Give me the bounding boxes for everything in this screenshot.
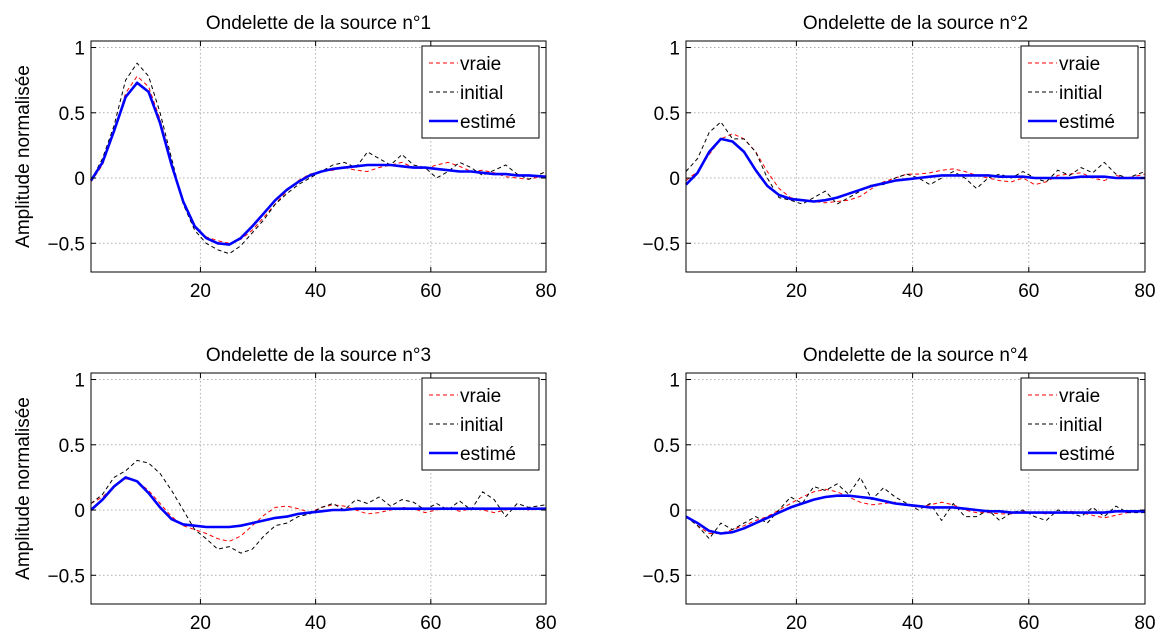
legend-label: initial (1059, 415, 1102, 436)
x-tick-label: 40 (902, 281, 923, 302)
x-tick-label: 80 (1134, 613, 1155, 634)
y-tick-label: 0 (669, 501, 680, 522)
series-line-vraie (90, 75, 547, 244)
legend-label: initial (460, 415, 503, 436)
x-tick-label: 60 (1018, 613, 1039, 634)
x-tick-label: 60 (420, 281, 441, 302)
chart-title: Ondelette de la source n°1 (206, 13, 431, 34)
legend-label: initial (1059, 83, 1102, 104)
chart-title: Ondelette de la source n°2 (803, 13, 1028, 34)
series-line-estimé (89, 81, 547, 246)
y-axis-label: Amplitude normalisée (13, 65, 34, 248)
y-tick-label: −0.5 (642, 566, 680, 587)
series-line-initial (90, 62, 547, 255)
legend-label: estimé (460, 444, 516, 465)
legend-box (1020, 377, 1139, 471)
y-tick-label: 0 (74, 169, 85, 190)
legend-label: vraie (460, 54, 501, 75)
legend-label: estimé (1059, 444, 1115, 465)
axes-frame (685, 40, 1146, 273)
y-tick-label: 0.5 (654, 104, 680, 125)
legend-box (421, 45, 540, 139)
y-tick-label: 0.5 (654, 436, 680, 457)
x-tick-label: 60 (1018, 281, 1039, 302)
subplot-4: 20 40 60 80 −0.5 0 0.5 1 Ondelette de la source … (642, 345, 1155, 634)
x-tick-label: 20 (786, 281, 807, 302)
subplot-1: 20 40 60 80 −0.5 0 0.5 1 Ondelette de la source … (13, 13, 557, 302)
axes-frame (685, 372, 1146, 605)
legend-box (421, 377, 540, 471)
x-tick-label: 40 (902, 613, 923, 634)
subplot-3: 20 40 60 80 −0.5 0 0.5 1 Ondelette de la source … (13, 345, 557, 634)
x-tick-label: 60 (420, 613, 441, 634)
y-tick-label: −0.5 (47, 566, 85, 587)
legend-label: vraie (460, 386, 501, 407)
x-tick-label: 20 (786, 613, 807, 634)
x-tick-label: 80 (1134, 281, 1155, 302)
y-tick-label: 0 (669, 169, 680, 190)
legend-label: vraie (1059, 386, 1100, 407)
chart-title: Ondelette de la source n°4 (803, 345, 1029, 366)
x-tick-label: 40 (305, 281, 326, 302)
y-tick-label: 1 (669, 371, 680, 392)
y-axis-label: Amplitude normalisée (13, 397, 34, 580)
legend: vraie initial estimé (421, 45, 540, 139)
series-line-vraie (685, 133, 1146, 204)
chart-title: Ondelette de la source n°3 (206, 345, 431, 366)
legend: vraie initial estimé (421, 377, 540, 471)
series-line-estimé (685, 494, 1145, 535)
x-tick-label: 80 (535, 613, 556, 634)
y-tick-label: −0.5 (47, 234, 85, 255)
y-tick-label: 1 (74, 39, 85, 60)
legend-label: estimé (460, 112, 516, 133)
y-tick-label: 0 (74, 501, 85, 522)
series-line-initial (685, 121, 1146, 205)
legend-label: estimé (1059, 112, 1115, 133)
legend-box (1020, 45, 1139, 139)
legend-label: initial (460, 83, 503, 104)
y-tick-label: −0.5 (642, 234, 680, 255)
x-tick-label: 40 (305, 613, 326, 634)
y-tick-label: 1 (74, 371, 85, 392)
legend: vraie initial estimé (1020, 377, 1139, 471)
y-tick-label: 0.5 (59, 104, 85, 125)
series-line-estimé (685, 137, 1145, 203)
subplot-2: 20 40 60 80 −0.5 0 0.5 1 Ondelette de la source … (642, 13, 1155, 302)
x-tick-label: 20 (190, 613, 211, 634)
x-tick-label: 80 (535, 281, 556, 302)
axes-frame (90, 40, 547, 273)
x-tick-label: 20 (190, 281, 211, 302)
y-tick-label: 1 (669, 39, 680, 60)
legend-label: vraie (1059, 54, 1100, 75)
y-tick-label: 0.5 (59, 436, 85, 457)
legend: vraie initial estimé (1020, 45, 1139, 139)
series-line-estimé (90, 476, 546, 529)
axes-frame (90, 372, 547, 605)
